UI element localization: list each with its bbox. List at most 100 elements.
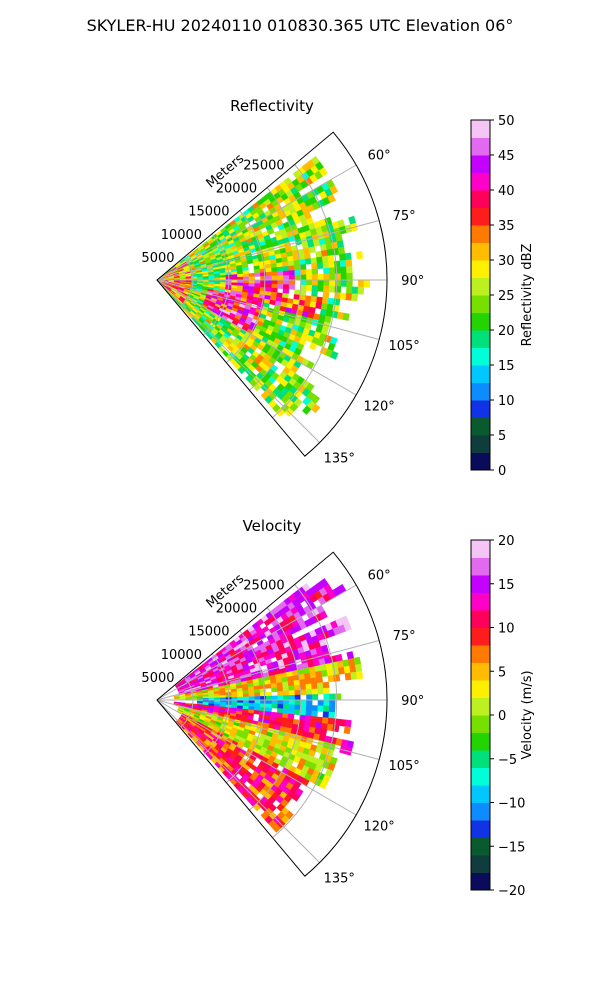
radar-gate [323, 273, 330, 281]
reflectivity-title: Reflectivity [230, 97, 314, 115]
radar-gate [294, 264, 301, 271]
colorbar-segment [471, 627, 490, 646]
radar-gate [304, 258, 312, 265]
radar-gate [248, 279, 255, 284]
radar-gate [254, 703, 261, 708]
radar-gate [334, 279, 342, 287]
radar-gate [277, 270, 284, 276]
radar-gate [260, 692, 267, 697]
colorbar-segment [471, 277, 490, 296]
radar-gate [283, 699, 290, 705]
radar-gate [309, 342, 318, 351]
radar-gate [237, 693, 244, 698]
radar-gate [346, 266, 353, 274]
range-ring [225, 210, 266, 363]
radar-gate [294, 709, 301, 716]
radar-data-field [156, 155, 370, 418]
radar-gate [311, 682, 318, 690]
radar-gate [340, 279, 347, 287]
radar-gate [294, 274, 301, 281]
range-ring [225, 630, 266, 783]
radar-gate [248, 692, 255, 697]
azimuth-gridline [156, 279, 320, 443]
radar-gate [283, 275, 290, 281]
radar-gate [260, 275, 267, 281]
colorbar-segment [471, 190, 490, 208]
colorbar-segment [471, 610, 490, 628]
radar-gate [319, 610, 328, 620]
radar-gate [340, 266, 347, 274]
radar-gate [333, 718, 341, 726]
radar-gate [323, 693, 330, 701]
radar-gate [308, 246, 316, 254]
radar-gate [291, 792, 301, 802]
radar-gate [305, 268, 313, 275]
radar-gate [253, 709, 261, 715]
colorbar-segment [471, 225, 490, 243]
radar-gate [299, 264, 307, 271]
radar-gate [329, 699, 336, 707]
radar-gate [282, 284, 290, 290]
sector-outline [156, 551, 388, 877]
colorbar-tick-label: −5 [498, 753, 517, 768]
radar-gate [219, 694, 227, 698]
radar-gate [219, 274, 227, 278]
radar-gate [269, 299, 277, 306]
colorbar-segment [471, 592, 490, 611]
radar-gate [254, 283, 261, 288]
colorbar-segment [471, 435, 490, 453]
azimuth-tick-label: 90° [401, 274, 424, 289]
figure-suptitle: SKYLER-HU 20240110 010830.365 UTC Elevat… [86, 16, 514, 35]
radar-gate [254, 699, 261, 704]
colorbar-segment [471, 330, 490, 348]
azimuth-tick-label: 120° [363, 819, 394, 834]
radar-gate [277, 690, 284, 696]
radar-gate [334, 266, 342, 274]
azimuth-gridline [156, 219, 380, 281]
colorbar-segment [471, 785, 490, 803]
radar-gate [334, 693, 342, 701]
radar-gate [323, 687, 330, 695]
radar-gate [305, 705, 313, 712]
radar-gate [260, 283, 267, 288]
azimuth-tick-label: 60° [368, 569, 391, 584]
radar-gate [270, 682, 278, 689]
radar-gate [242, 273, 250, 278]
radar-gate [265, 271, 273, 277]
radar-gate [356, 670, 364, 680]
radar-gate [288, 274, 296, 281]
colorbar-segment [471, 452, 490, 471]
colorbar-segment [471, 312, 490, 331]
radar-gate [300, 269, 307, 276]
radar-gate [276, 686, 284, 692]
radar-gate [294, 694, 301, 701]
radar-gate [304, 678, 312, 685]
azimuth-tick-label: 120° [363, 399, 394, 414]
radar-gate [288, 699, 296, 706]
colorbar-tick-label: 15 [498, 578, 515, 593]
radar-gate [299, 709, 307, 716]
radar-gate [277, 275, 284, 281]
azimuth-tick-label: 105° [388, 759, 419, 774]
radar-gate [316, 262, 324, 269]
range-ring [202, 653, 230, 756]
radar-gate [282, 681, 289, 687]
colorbar-tick-label: 0 [498, 464, 506, 479]
range-tick-label: 25000 [243, 578, 284, 593]
radar-gate [265, 699, 273, 705]
radar-gate [304, 715, 312, 722]
radar-gate [265, 275, 273, 281]
colorbar-segment [471, 680, 490, 698]
radar-gate [338, 719, 346, 727]
radar-gate [275, 407, 286, 418]
radar-gate [344, 252, 352, 261]
radar-gate [254, 272, 261, 277]
colorbar-segment [471, 872, 490, 891]
radar-gate [276, 708, 284, 714]
radar-gate [337, 246, 346, 255]
colorbar-segment [471, 662, 490, 681]
radar-gate [311, 285, 319, 292]
radar-gate [311, 279, 319, 286]
radar-gate [282, 261, 289, 267]
radar-gate [311, 274, 319, 281]
